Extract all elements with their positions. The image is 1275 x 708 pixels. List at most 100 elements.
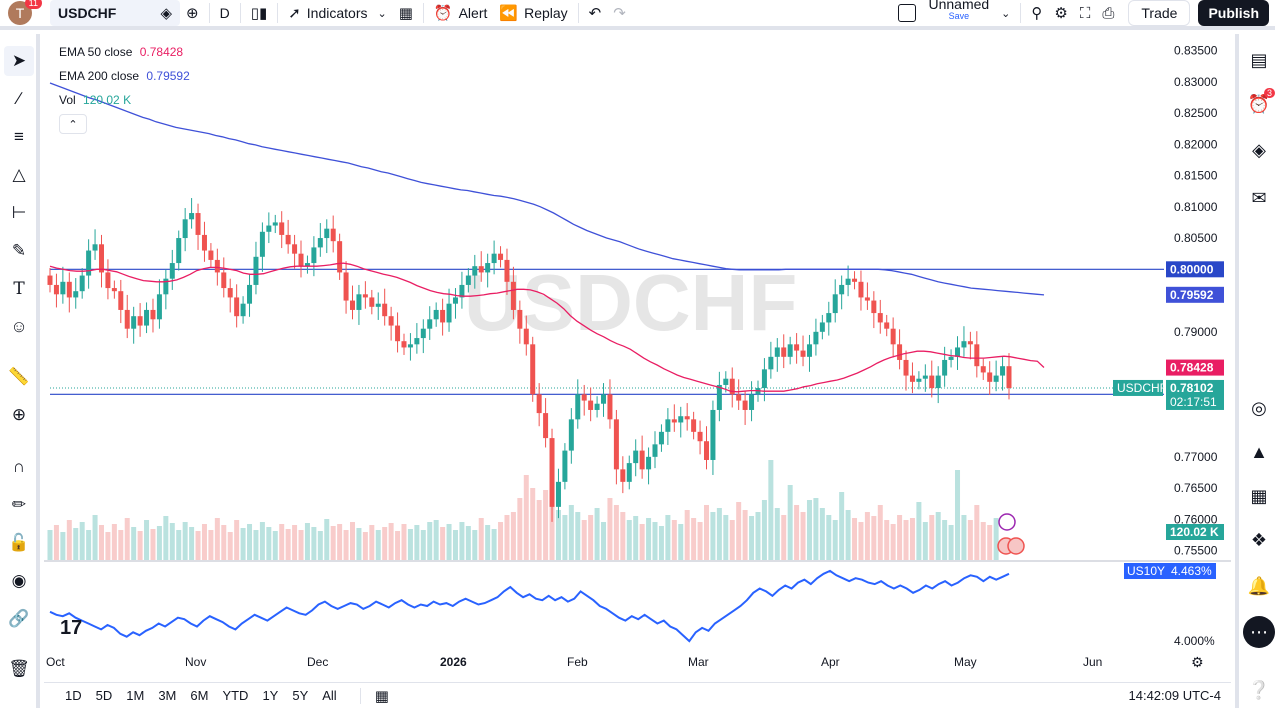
candle-body (86, 250, 92, 276)
symbol-options-icon[interactable]: ◈ (160, 5, 172, 22)
help-button[interactable]: ❔ (1243, 674, 1275, 706)
volume-legend[interactable]: Vol 120.02 K (59, 93, 131, 107)
volume-bar (427, 522, 433, 560)
range-1d[interactable]: 1D (65, 688, 82, 703)
text-tool[interactable]: T (4, 274, 34, 304)
chart-svg[interactable]: USDCHF 0.83500 0.83000 0.82500 0.82000 0.8150… (44, 34, 1231, 680)
candle-body (92, 244, 98, 251)
apps-grid-icon: ⋯ (1250, 621, 1268, 642)
ema50-legend[interactable]: EMA 50 close 0.78428 (59, 45, 183, 59)
replay-button[interactable]: ⏪ Replay (493, 0, 573, 28)
publish-button[interactable]: Publish (1198, 0, 1269, 26)
collapse-legend-button[interactable]: ⌃ (59, 114, 87, 134)
settings-button[interactable]: ⚙ (1048, 0, 1073, 28)
volume-bar (407, 529, 413, 560)
hide-drawings-tool[interactable]: ◉ (4, 566, 34, 596)
snapshot-button[interactable]: ⎙ (1096, 0, 1120, 28)
pattern-tool[interactable]: △ (4, 160, 34, 190)
us10y-value-bg (1166, 563, 1216, 579)
zoom-tool[interactable]: ⊕ (4, 400, 34, 430)
ideas-button[interactable]: ▲ (1243, 436, 1275, 468)
volume-bar (890, 524, 896, 560)
magnet-tool[interactable]: ∩ (4, 452, 34, 482)
us10y-line[interactable] (49, 569, 1010, 643)
target-button[interactable]: ◎ (1243, 392, 1275, 424)
us-flag-event-icon[interactable] (1007, 537, 1025, 555)
volume-bar (626, 520, 632, 560)
indicator-templates-button[interactable]: ▦ (393, 0, 419, 28)
interval-button[interactable]: D (214, 0, 236, 28)
sync-drawings-tool[interactable]: 🔗 (4, 604, 34, 634)
ema200-legend[interactable]: EMA 200 close 0.79592 (59, 69, 190, 83)
price-axis-tick: 0.83500 (1174, 44, 1218, 58)
chat-button[interactable]: ✉ (1243, 182, 1275, 214)
candle-body (401, 341, 407, 348)
replay-label: Replay (524, 5, 568, 21)
compare-symbol-button[interactable]: ⊕ (180, 0, 205, 28)
redo-button[interactable]: ↷ (607, 0, 632, 28)
lightning-event-icon[interactable] (998, 513, 1016, 531)
symbol-search[interactable]: USDCHF ◈ (50, 0, 180, 26)
candle-body (601, 394, 607, 404)
user-avatar[interactable]: T 11 (8, 0, 42, 25)
candle-body (942, 359, 948, 376)
range-5d[interactable]: 5D (95, 688, 113, 703)
volume-bar (839, 492, 845, 560)
range-1m[interactable]: 1M (126, 688, 145, 703)
timezone-clock[interactable]: 14:42:09 UTC-4 (1128, 688, 1222, 703)
range-5y[interactable]: 5Y (292, 688, 309, 703)
range-all[interactable]: All (322, 688, 337, 703)
candle-body (806, 344, 812, 357)
layout-name-button[interactable]: Unnamed Save (922, 0, 995, 28)
ruler-tool[interactable]: 📏 (4, 362, 34, 392)
chart-area[interactable]: USDCHF 0.83500 0.83000 0.82500 0.82000 0.8150… (44, 34, 1231, 680)
current-price-tag: 0.78102 (1170, 381, 1214, 395)
calendar-button[interactable]: ▦ (1243, 480, 1275, 512)
indicators-button[interactable]: ➚ Indicators ⌄ (282, 0, 393, 28)
volume-bar (272, 531, 278, 560)
projection-tool[interactable]: ⊢ (4, 198, 34, 228)
us10y-axis-tick: 4.000% (1174, 634, 1215, 648)
object-tree-button[interactable]: ◈ (1243, 134, 1275, 166)
save-label[interactable]: Save (948, 11, 970, 21)
chevron-down-icon[interactable]: ⌄ (377, 7, 387, 20)
lock-drawings-tool[interactable]: 🔓 (4, 528, 34, 558)
alerts-button[interactable]: ⏰ 3 (1243, 88, 1275, 120)
volume-bar (935, 512, 941, 560)
streams-button[interactable]: ❖ (1243, 524, 1275, 556)
cursor-tool[interactable]: ➤ (4, 46, 34, 76)
candle-body (961, 341, 967, 348)
volume-bar (736, 502, 742, 560)
candles-icon: ▯▮ (250, 5, 268, 22)
date-range-icon[interactable]: ▦ (374, 687, 389, 705)
quick-search-button[interactable]: ⚲ (1025, 0, 1048, 28)
alert-button[interactable]: ⏰ Alert (428, 0, 493, 28)
candle-body (350, 300, 356, 310)
apps-button[interactable]: ⋯ (1243, 616, 1275, 648)
watchlist-button[interactable]: ▤ (1243, 44, 1275, 76)
trade-button[interactable]: Trade (1128, 0, 1191, 26)
emoji-tool[interactable]: ☺ (4, 312, 34, 342)
volume-bar (594, 508, 600, 560)
help-icon: ❔ (1247, 679, 1271, 700)
layout-checkbox[interactable] (892, 0, 922, 28)
fullscreen-button[interactable]: ⛶ (1074, 0, 1097, 28)
ema50-line[interactable] (49, 262, 1045, 393)
notifications-button[interactable]: 🔔 (1243, 570, 1275, 602)
candle-body (176, 238, 182, 264)
range-1y[interactable]: 1Y (262, 688, 279, 703)
range-3m[interactable]: 3M (158, 688, 177, 703)
fib-tool[interactable]: ≡ (4, 122, 34, 152)
remove-drawings-tool[interactable]: 🗑 (4, 654, 34, 684)
candle-body (646, 456, 652, 470)
stay-drawing-tool[interactable]: ✏ (4, 490, 34, 520)
brush-tool[interactable]: ✎ (4, 236, 34, 266)
range-ytd[interactable]: YTD (222, 688, 249, 703)
layout-menu-button[interactable]: ⌄ (995, 0, 1016, 28)
chart-type-button[interactable]: ▯▮ (245, 0, 274, 28)
volume-bar (163, 516, 169, 560)
undo-button[interactable]: ↶ (583, 0, 608, 28)
ema200-line[interactable] (49, 82, 1045, 296)
range-6m[interactable]: 6M (190, 688, 209, 703)
trendline-tool[interactable]: ∕ (4, 84, 34, 114)
